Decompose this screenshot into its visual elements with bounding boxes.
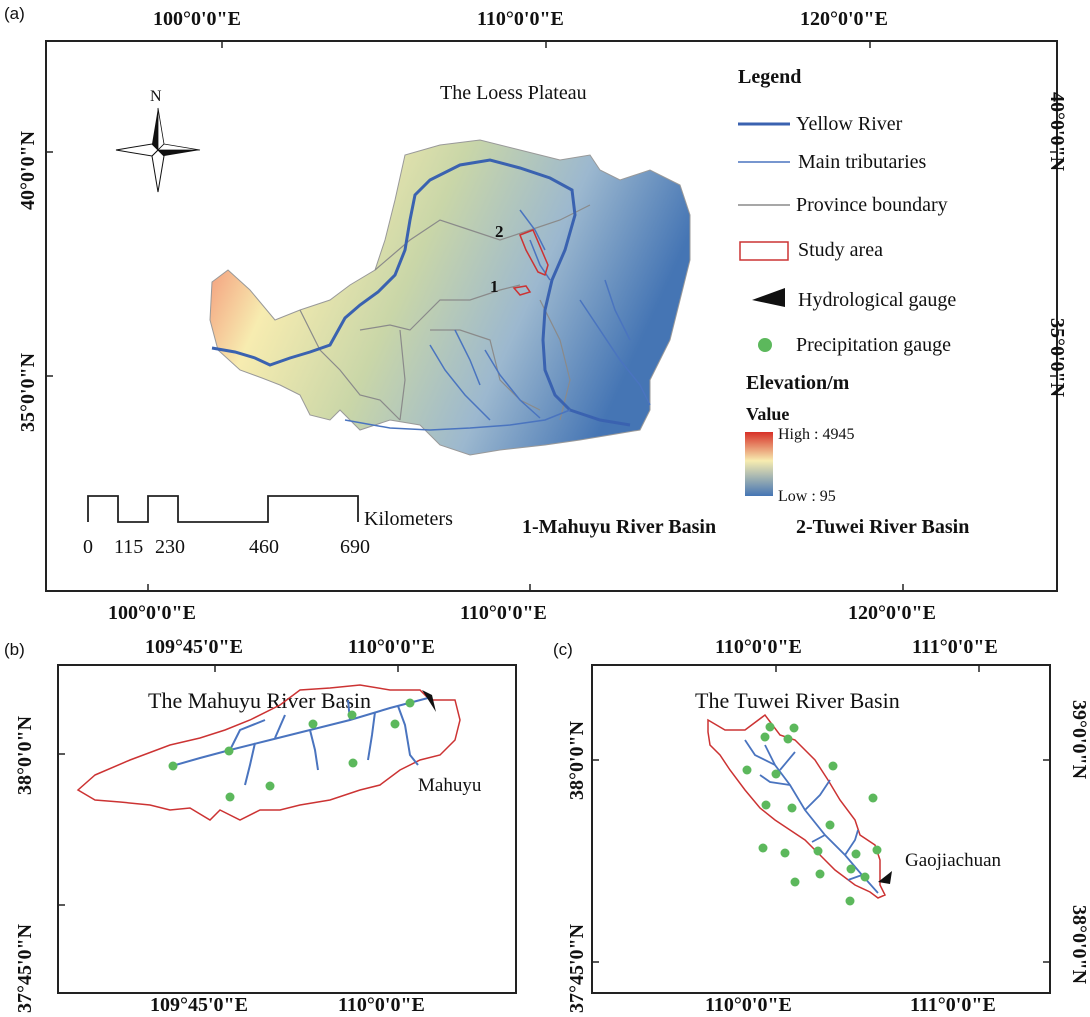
scale-tick-115: 115 [114, 536, 144, 558]
b-lon-top-1: 109°45'0"E [145, 636, 243, 658]
basin-name-2: 2-Tuwei River Basin [796, 516, 970, 538]
b-lon-bottom-1: 109°45'0"E [150, 994, 248, 1016]
scale-bar [87, 495, 359, 523]
scale-tick-230: 230 [155, 536, 185, 558]
panel-c-frame [591, 664, 1051, 994]
tuwei-gauge-label: Gaojiachuan [905, 850, 1002, 871]
lon-label-top-110: 110°0'0"E [477, 8, 564, 30]
legend-item-study-area: Study area [798, 239, 883, 261]
north-label: N [150, 88, 162, 105]
tuwei-precip-gauges [742, 722, 882, 906]
c-lon-bottom-2: 111°0'0"E [910, 994, 996, 1016]
mahuyu-gauge-label: Mahuyu [418, 775, 482, 796]
scale-tick-690: 690 [340, 536, 370, 558]
area-label-2: 2 [495, 222, 504, 241]
basin-name-1: 1-Mahuyu River Basin [522, 516, 717, 538]
mahuyu-precip-gauges [168, 698, 415, 802]
study-area-1 [512, 285, 532, 296]
main-tributaries [344, 209, 651, 431]
c-lon-bottom-1: 110°0'0"E [705, 994, 792, 1016]
legend-high: High : 4945 [778, 426, 855, 443]
panel-a-map [45, 40, 1058, 592]
area-label-1: 1 [490, 277, 499, 296]
panel-b-label: (b) [4, 640, 25, 659]
legend-item-precip-gauge: Precipitation gauge [796, 334, 951, 356]
scale-tick-460: 460 [249, 536, 279, 558]
mahuyu-gauge-icon [422, 690, 436, 712]
panel-a-label: (a) [4, 4, 25, 23]
mahuyu-basin-boundary [76, 684, 461, 821]
loess-plateau-title: The Loess Plateau [440, 82, 587, 104]
frame-ticks [45, 40, 1058, 592]
tuwei-basin-boundary [707, 713, 887, 899]
mahuyu-basin-title: The Mahuyu River Basin [148, 688, 372, 713]
legend-item-hydrological-gauge: Hydrological gauge [798, 289, 957, 311]
study-area-2 [519, 229, 549, 277]
lon-label-top-100: 100°0'0"E [153, 8, 241, 30]
legend-low: Low : 95 [778, 488, 836, 505]
legend-item-tributaries: Main tributaries [798, 151, 927, 173]
legend-symbols [738, 122, 790, 496]
legend-value-label: Value [746, 404, 790, 424]
legend-study-area-symbol [739, 241, 789, 261]
legend-item-yellow-river: Yellow River [796, 113, 903, 135]
tuwei-rivers [744, 739, 879, 894]
mahuyu-rivers [171, 697, 429, 786]
panel-b-map [57, 664, 461, 906]
tuwei-gauge-icon [878, 871, 892, 884]
b-lon-top-2: 110°0'0"E [348, 636, 435, 658]
panel-c-label: (c) [553, 640, 573, 659]
legend-elevation-title: Elevation/m [746, 372, 850, 394]
legend-title: Legend [738, 66, 802, 88]
north-arrow-icon [115, 107, 201, 193]
lon-label-bottom-100: 100°0'0"E [108, 602, 196, 624]
panel-b-frame [57, 664, 517, 994]
c-lon-top-1: 110°0'0"E [715, 636, 802, 658]
legend-elevation-ramp [745, 432, 773, 496]
c-lon-top-2: 111°0'0"E [912, 636, 998, 658]
yellow-river-line [211, 158, 631, 427]
panel-c-map [591, 664, 1051, 963]
loess-plateau-elevation [209, 139, 691, 456]
legend-precip-gauge-icon [758, 338, 772, 352]
legend-item-province-boundary: Province boundary [796, 194, 948, 216]
lon-label-top-120: 120°0'0"E [800, 8, 888, 30]
c-lat-right-38: 38°0'0"N [1068, 905, 1090, 985]
c-lat-right-39: 39°0'0"N [1068, 700, 1090, 780]
tuwei-basin-title: The Tuwei River Basin [695, 688, 900, 713]
scale-unit: Kilometers [364, 508, 453, 530]
panel-a-frame [45, 40, 1058, 592]
b-lon-bottom-2: 110°0'0"E [338, 994, 425, 1016]
lon-label-bottom-120: 120°0'0"E [848, 602, 936, 624]
scale-tick-0: 0 [83, 536, 93, 558]
legend-hydrological-gauge-icon [752, 288, 785, 307]
lon-label-bottom-110: 110°0'0"E [460, 602, 547, 624]
